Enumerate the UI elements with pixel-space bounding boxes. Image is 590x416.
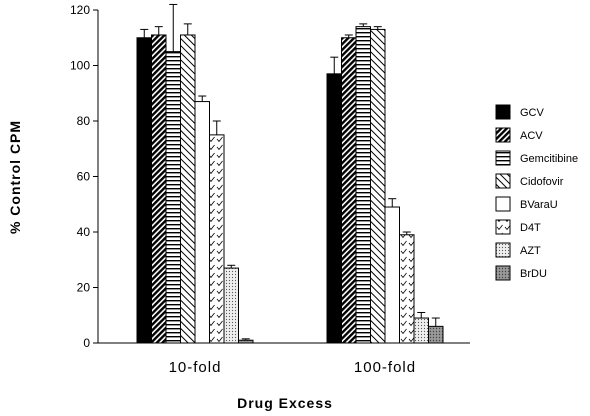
legend: GCV ACV Gemcitibine Cidofovir BVaraU D4T AZT Br…	[495, 104, 578, 281]
legend-label: Cidofovir	[520, 176, 564, 188]
bars	[136, 3, 444, 344]
legend-label: BrDU	[520, 268, 547, 280]
y-tick-label: 120	[70, 3, 90, 17]
bar-d4t-10fold	[209, 134, 225, 344]
y-axis-title: % Control CPM	[7, 120, 23, 234]
y-tick-label: 40	[77, 225, 91, 239]
x-axis-title: Drug Excess	[237, 395, 333, 411]
bar-gemcitibine-10fold	[165, 51, 181, 344]
legend-swatch	[495, 150, 511, 166]
bar-gcv-100fold	[326, 73, 342, 344]
bar-gemcitibine-100fold	[355, 26, 371, 344]
bar-brdu-100fold	[428, 325, 444, 344]
y-tick-label: 20	[77, 281, 91, 295]
legend-swatch	[495, 196, 511, 212]
y-tick-label: 0	[83, 336, 90, 350]
x-tick-label: 100-fold	[354, 359, 416, 376]
bar-acv-100fold	[341, 37, 357, 344]
bar-bvarau-10fold	[194, 101, 210, 344]
legend-label: Gemcitibine	[520, 153, 578, 165]
legend-label: ACV	[520, 130, 543, 142]
bar-cidofovir-100fold	[370, 28, 386, 344]
x-tick-labels: 10-fold 100-fold	[169, 359, 416, 376]
bar-brdu-10fold	[238, 339, 254, 344]
legend-label: AZT	[520, 245, 541, 257]
legend-label: GCV	[520, 107, 545, 119]
bar-cidofovir-10fold	[180, 34, 196, 344]
bar-bvarau-100fold	[384, 206, 400, 344]
y-tick-label: 80	[77, 114, 91, 128]
legend-swatch	[495, 265, 511, 281]
bar-acv-10fold	[151, 34, 167, 344]
y-tick-label: 100	[70, 59, 90, 73]
y-tick-label: 60	[77, 170, 91, 184]
legend-swatch	[495, 219, 511, 235]
legend-label: D4T	[520, 222, 541, 234]
y-ticks: 0 20 40 60 80 100 120	[70, 3, 98, 350]
bar-d4t-100fold	[399, 234, 415, 344]
bar-gcv-10fold	[136, 37, 152, 344]
legend-swatch	[495, 104, 511, 120]
legend-swatch	[495, 127, 511, 143]
legend-label: BVaraU	[520, 199, 558, 211]
bar-azt-100fold	[413, 317, 429, 344]
x-tick-label: 10-fold	[169, 359, 222, 376]
legend-swatch	[495, 242, 511, 258]
bar-azt-10fold	[223, 267, 239, 344]
legend-swatch	[495, 173, 511, 189]
